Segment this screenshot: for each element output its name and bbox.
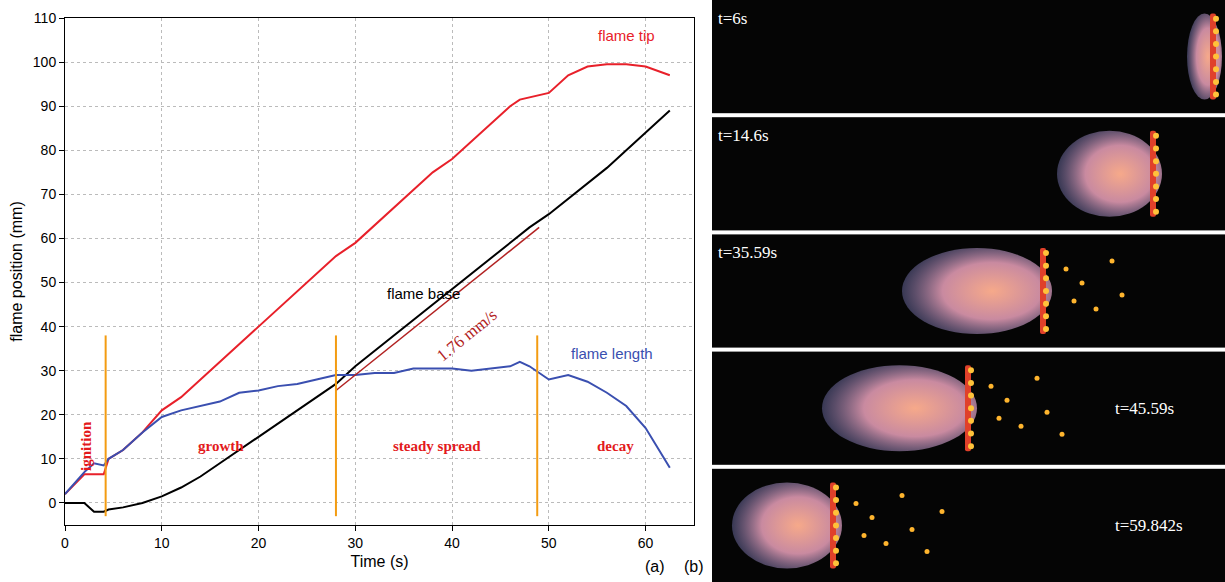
svg-text:steady spread: steady spread: [393, 438, 481, 454]
svg-text:t=6s: t=6s: [718, 9, 747, 28]
svg-text:flame base: flame base: [387, 285, 460, 302]
svg-text:40: 40: [444, 535, 460, 551]
svg-text:90: 90: [41, 98, 57, 114]
svg-text:20: 20: [251, 535, 267, 551]
svg-text:40: 40: [41, 319, 57, 335]
svg-text:0: 0: [48, 495, 56, 511]
svg-text:growth: growth: [198, 438, 244, 454]
svg-text:30: 30: [41, 363, 57, 379]
svg-text:flame tip: flame tip: [598, 27, 655, 44]
svg-text:decay: decay: [597, 438, 634, 454]
svg-text:110: 110: [34, 10, 57, 26]
svg-text:Time (s): Time (s): [350, 553, 408, 570]
svg-text:100: 100: [33, 54, 57, 70]
svg-text:50: 50: [541, 535, 557, 551]
svg-text:30: 30: [348, 535, 364, 551]
svg-text:60: 60: [638, 535, 654, 551]
svg-text:ignition: ignition: [78, 421, 94, 471]
svg-text:80: 80: [41, 142, 57, 158]
svg-text:60: 60: [41, 230, 57, 246]
html-text:(b): (b): [684, 558, 704, 575]
svg-text:flame position (mm): flame position (mm): [8, 201, 25, 341]
svg-text:0: 0: [61, 535, 69, 551]
svg-text:t=35.59s: t=35.59s: [718, 243, 777, 262]
svg-text:t=45.59s: t=45.59s: [1115, 399, 1174, 418]
svg-text:20: 20: [41, 407, 57, 423]
svg-text:10: 10: [154, 535, 170, 551]
svg-text:50: 50: [41, 274, 57, 290]
svg-text:1.76 mm/s: 1.76 mm/s: [433, 305, 501, 365]
svg-text:t=14.6s: t=14.6s: [718, 126, 769, 145]
svg-text:t=59.842s: t=59.842s: [1115, 516, 1183, 535]
svg-text:10: 10: [41, 451, 57, 467]
html-text:(a): (a): [645, 558, 665, 575]
svg-text:70: 70: [41, 186, 57, 202]
svg-text:flame length: flame length: [571, 345, 653, 362]
